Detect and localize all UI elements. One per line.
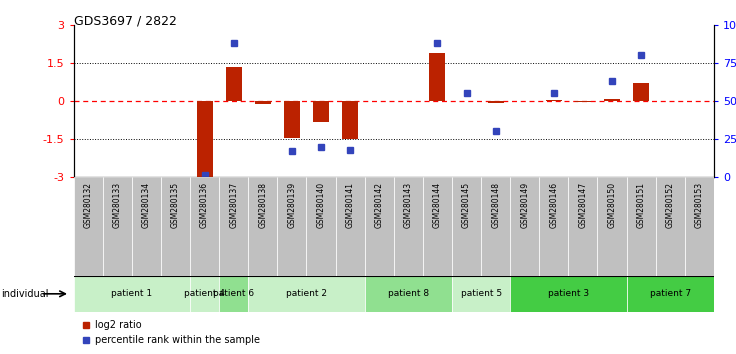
Text: GSM280140: GSM280140 bbox=[316, 182, 325, 228]
Text: GSM280135: GSM280135 bbox=[171, 182, 180, 228]
Bar bbox=[575, 101, 591, 102]
Bar bbox=[306, 177, 336, 276]
Bar bbox=[626, 276, 714, 312]
Bar bbox=[219, 177, 248, 276]
Bar bbox=[539, 177, 568, 276]
Bar bbox=[452, 177, 481, 276]
Text: individual: individual bbox=[1, 289, 49, 299]
Bar bbox=[452, 276, 510, 312]
Text: GSM280147: GSM280147 bbox=[578, 182, 587, 228]
Text: patient 4: patient 4 bbox=[184, 289, 225, 298]
Text: patient 7: patient 7 bbox=[650, 289, 691, 298]
Bar bbox=[546, 99, 562, 101]
Bar bbox=[313, 101, 329, 122]
Text: GSM280144: GSM280144 bbox=[433, 182, 442, 228]
Bar bbox=[248, 276, 364, 312]
Text: patient 6: patient 6 bbox=[213, 289, 254, 298]
Bar bbox=[488, 101, 503, 103]
Bar bbox=[226, 67, 241, 101]
Text: GSM280133: GSM280133 bbox=[113, 182, 121, 228]
Bar bbox=[423, 177, 452, 276]
Bar bbox=[277, 177, 306, 276]
Text: GSM280143: GSM280143 bbox=[404, 182, 413, 228]
Bar bbox=[633, 83, 649, 101]
Text: GSM280152: GSM280152 bbox=[666, 182, 675, 228]
Text: patient 2: patient 2 bbox=[286, 289, 327, 298]
Bar bbox=[190, 177, 219, 276]
Text: GSM280145: GSM280145 bbox=[462, 182, 471, 228]
Bar bbox=[510, 177, 539, 276]
Bar bbox=[429, 53, 445, 101]
Text: patient 5: patient 5 bbox=[461, 289, 502, 298]
Text: GSM280142: GSM280142 bbox=[375, 182, 383, 228]
Text: GSM280139: GSM280139 bbox=[287, 182, 297, 228]
Text: GSM280146: GSM280146 bbox=[549, 182, 559, 228]
Bar bbox=[394, 177, 423, 276]
Bar bbox=[342, 101, 358, 139]
Bar bbox=[248, 177, 277, 276]
Bar bbox=[190, 276, 219, 312]
Bar bbox=[336, 177, 364, 276]
Text: GSM280134: GSM280134 bbox=[142, 182, 151, 228]
Bar bbox=[598, 177, 626, 276]
Bar bbox=[284, 101, 300, 138]
Bar bbox=[656, 177, 684, 276]
Bar bbox=[132, 177, 161, 276]
Text: GSM280132: GSM280132 bbox=[84, 182, 93, 228]
Legend: log2 ratio, percentile rank within the sample: log2 ratio, percentile rank within the s… bbox=[79, 316, 264, 349]
Text: patient 1: patient 1 bbox=[111, 289, 152, 298]
Text: patient 8: patient 8 bbox=[388, 289, 429, 298]
Bar bbox=[74, 177, 103, 276]
Bar bbox=[481, 177, 510, 276]
Text: GSM280137: GSM280137 bbox=[229, 182, 238, 228]
Bar bbox=[364, 177, 394, 276]
Bar bbox=[604, 99, 620, 101]
Bar bbox=[103, 177, 132, 276]
Bar bbox=[74, 276, 190, 312]
Text: GSM280150: GSM280150 bbox=[607, 182, 617, 228]
Bar bbox=[161, 177, 190, 276]
Bar bbox=[568, 177, 598, 276]
Text: GSM280141: GSM280141 bbox=[346, 182, 355, 228]
Bar bbox=[684, 177, 714, 276]
Text: GSM280136: GSM280136 bbox=[200, 182, 209, 228]
Text: GDS3697 / 2822: GDS3697 / 2822 bbox=[74, 14, 177, 27]
Text: GSM280153: GSM280153 bbox=[695, 182, 704, 228]
Bar bbox=[626, 177, 656, 276]
Text: GSM280149: GSM280149 bbox=[520, 182, 529, 228]
Bar bbox=[364, 276, 452, 312]
Text: patient 3: patient 3 bbox=[548, 289, 589, 298]
Bar bbox=[255, 101, 271, 104]
Text: GSM280138: GSM280138 bbox=[258, 182, 267, 228]
Bar bbox=[197, 101, 213, 177]
Bar bbox=[219, 276, 248, 312]
Text: GSM280151: GSM280151 bbox=[637, 182, 645, 228]
Bar bbox=[510, 276, 626, 312]
Text: GSM280148: GSM280148 bbox=[491, 182, 500, 228]
